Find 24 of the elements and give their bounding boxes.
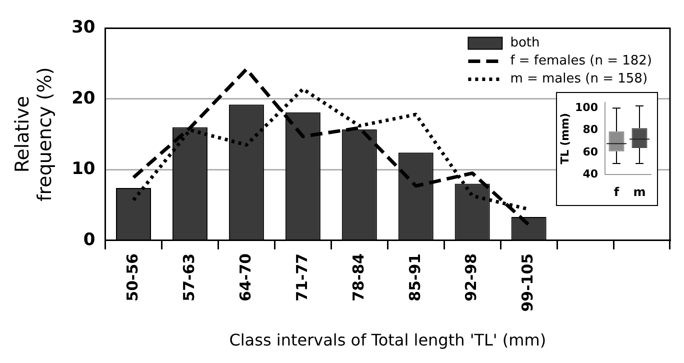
x-tick-label: 64-70: [236, 253, 254, 302]
x-axis-title: Class intervals of Total length 'TL' (mm): [229, 330, 546, 350]
y-tick-label: 100: [575, 101, 598, 114]
x-tick-label: 71-77: [292, 253, 311, 302]
y-axis-title: TL (mm): [558, 112, 572, 164]
x-tick-label: 99-105: [518, 253, 537, 312]
legend-label: f = females (n = 182): [510, 54, 652, 69]
y-tick-label: 30: [72, 18, 96, 38]
y-tick-label: 40: [582, 167, 598, 180]
x-tick-label: 50-56: [123, 253, 142, 302]
x-tick-label: 85-91: [406, 253, 424, 302]
y-tick-label: 60: [582, 145, 598, 158]
x-tick-label: f: [614, 184, 620, 199]
x-tick-label: 57-63: [180, 253, 198, 302]
legend-label: m = males (n = 158): [510, 72, 648, 87]
y-axis-title: Relative frequency (%): [11, 67, 56, 202]
x-tick-label: 78-84: [349, 253, 368, 302]
x-tick-label: m: [633, 184, 646, 199]
legend-label: both: [510, 36, 540, 51]
y-tick-label: 0: [83, 230, 96, 250]
y-tick-label: 20: [72, 88, 96, 108]
y-tick-label: 80: [582, 123, 598, 136]
x-tick-label: 92-98: [462, 253, 480, 302]
y-tick-label: 10: [72, 159, 96, 180]
